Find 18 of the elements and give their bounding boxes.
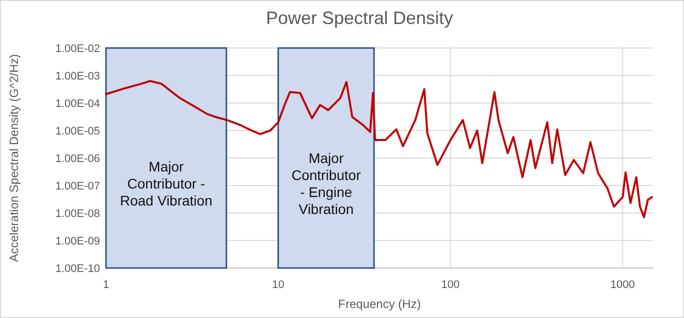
y-tick-label: 1.00E-06 bbox=[55, 152, 100, 165]
y-tick-label: 1.00E-02 bbox=[55, 42, 100, 55]
x-tick-label: 1 bbox=[102, 279, 110, 291]
x-tick-label: 100 bbox=[441, 279, 460, 291]
y-tick-label: 1.00E-04 bbox=[55, 98, 100, 110]
y-tick-label: 1.00E-08 bbox=[55, 208, 100, 220]
x-axis-title: Frequency (Hz) bbox=[338, 297, 421, 311]
y-axis-title: Acceleration Spectral Density (G^2/Hz) bbox=[7, 54, 21, 262]
chart-title: Power Spectral Density bbox=[266, 8, 454, 28]
y-tick-label: 1.00E-03 bbox=[55, 70, 100, 82]
y-tick-label: 1.00E-05 bbox=[55, 125, 100, 138]
y-tick-label: 1.00E-07 bbox=[55, 180, 100, 192]
y-tick-label: 1.00E-10 bbox=[55, 262, 100, 275]
x-tick-label: 10 bbox=[272, 279, 284, 291]
band-label: Major Contributor - Engine Vibration bbox=[291, 150, 362, 218]
y-tick-label: 1.00E-09 bbox=[55, 235, 100, 248]
band-label: Major Contributor - Road Vibration bbox=[120, 158, 212, 209]
x-tick-label: 1000 bbox=[610, 279, 635, 291]
